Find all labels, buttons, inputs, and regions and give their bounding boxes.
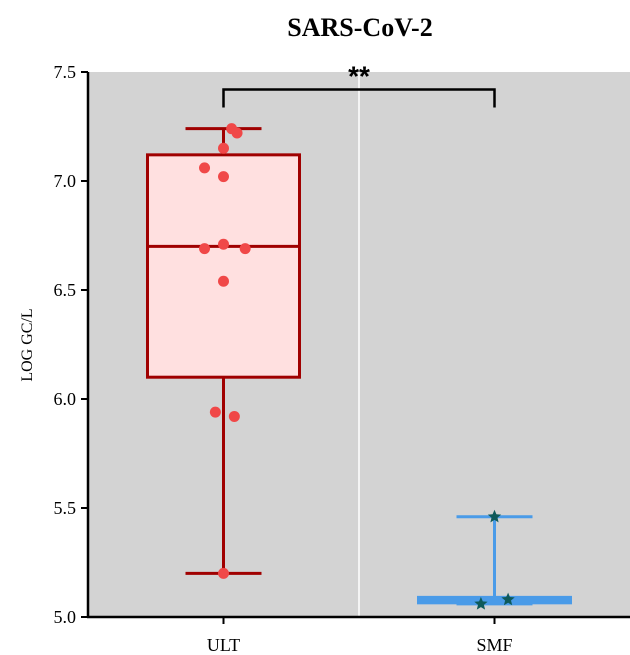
data-point	[218, 567, 229, 579]
data-point	[474, 596, 488, 610]
chart-title: SARS-CoV-2	[287, 13, 432, 42]
data-point	[231, 127, 243, 139]
data-point	[501, 592, 515, 606]
significance-bracket	[222, 88, 496, 108]
x-tick-label: SMF	[476, 635, 512, 655]
data-point	[218, 171, 229, 183]
data-point	[218, 142, 229, 154]
data-point	[239, 243, 251, 255]
data-point	[218, 275, 229, 287]
data-point	[209, 406, 221, 418]
x-tick-label: ULT	[207, 635, 240, 655]
data-point	[199, 243, 211, 255]
data-point	[228, 410, 240, 422]
y-tick-label: 6.0	[54, 389, 77, 409]
y-tick-label: 5.0	[54, 607, 77, 627]
data-point	[487, 509, 502, 523]
y-tick-label: 7.5	[54, 62, 77, 82]
data-point	[218, 238, 229, 250]
y-tick-label: 7.0	[54, 171, 77, 191]
data-point	[199, 162, 211, 174]
y-axis-label: LOG GC/L	[19, 308, 36, 381]
y-tick-label: 5.5	[54, 498, 77, 518]
y-tick-label: 6.5	[54, 280, 77, 300]
box	[146, 153, 301, 379]
significance-label: **	[348, 60, 370, 91]
